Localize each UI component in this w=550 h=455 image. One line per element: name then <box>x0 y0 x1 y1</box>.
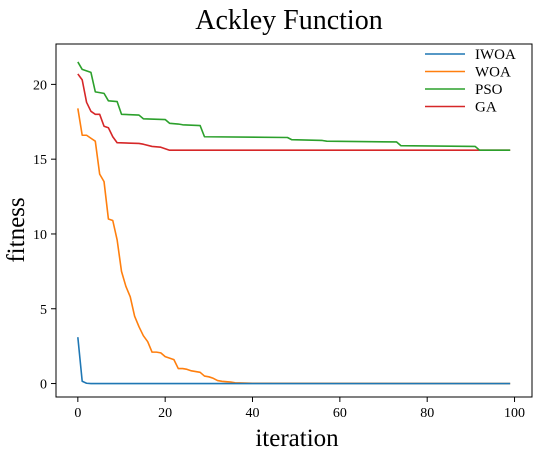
x-tick-label: 20 <box>158 406 172 421</box>
y-tick-label: 10 <box>33 228 47 243</box>
x-axis-label: iteration <box>255 425 339 452</box>
y-tick-label: 0 <box>40 378 47 393</box>
legend-label-woa: WOA <box>475 65 511 81</box>
x-axis-ticks: 0 20 40 60 80 100 <box>74 397 525 421</box>
x-tick-label: 0 <box>74 406 81 421</box>
series-line-iwoa <box>77 337 511 385</box>
y-axis-label: fitness <box>3 197 30 262</box>
series-lines <box>77 61 511 385</box>
y-axis-ticks: 0 5 10 15 20 <box>33 78 56 393</box>
x-tick-label: 100 <box>504 406 525 421</box>
legend-label-ga: GA <box>475 100 497 116</box>
legend-label-pso: PSO <box>475 82 503 98</box>
series-line-pso <box>77 61 511 151</box>
legend-label-iwoa: IWOA <box>475 47 516 63</box>
series-line-woa <box>77 108 511 385</box>
x-tick-label: 60 <box>333 406 347 421</box>
plot-area-frame <box>55 43 533 398</box>
y-tick-label: 20 <box>33 78 47 93</box>
y-tick-label: 5 <box>40 303 47 318</box>
chart-title: Ackley Function <box>195 5 382 36</box>
series-line-ga <box>77 73 511 151</box>
y-tick-label: 15 <box>33 153 47 168</box>
x-tick-label: 40 <box>246 406 260 421</box>
x-tick-label: 80 <box>420 406 434 421</box>
